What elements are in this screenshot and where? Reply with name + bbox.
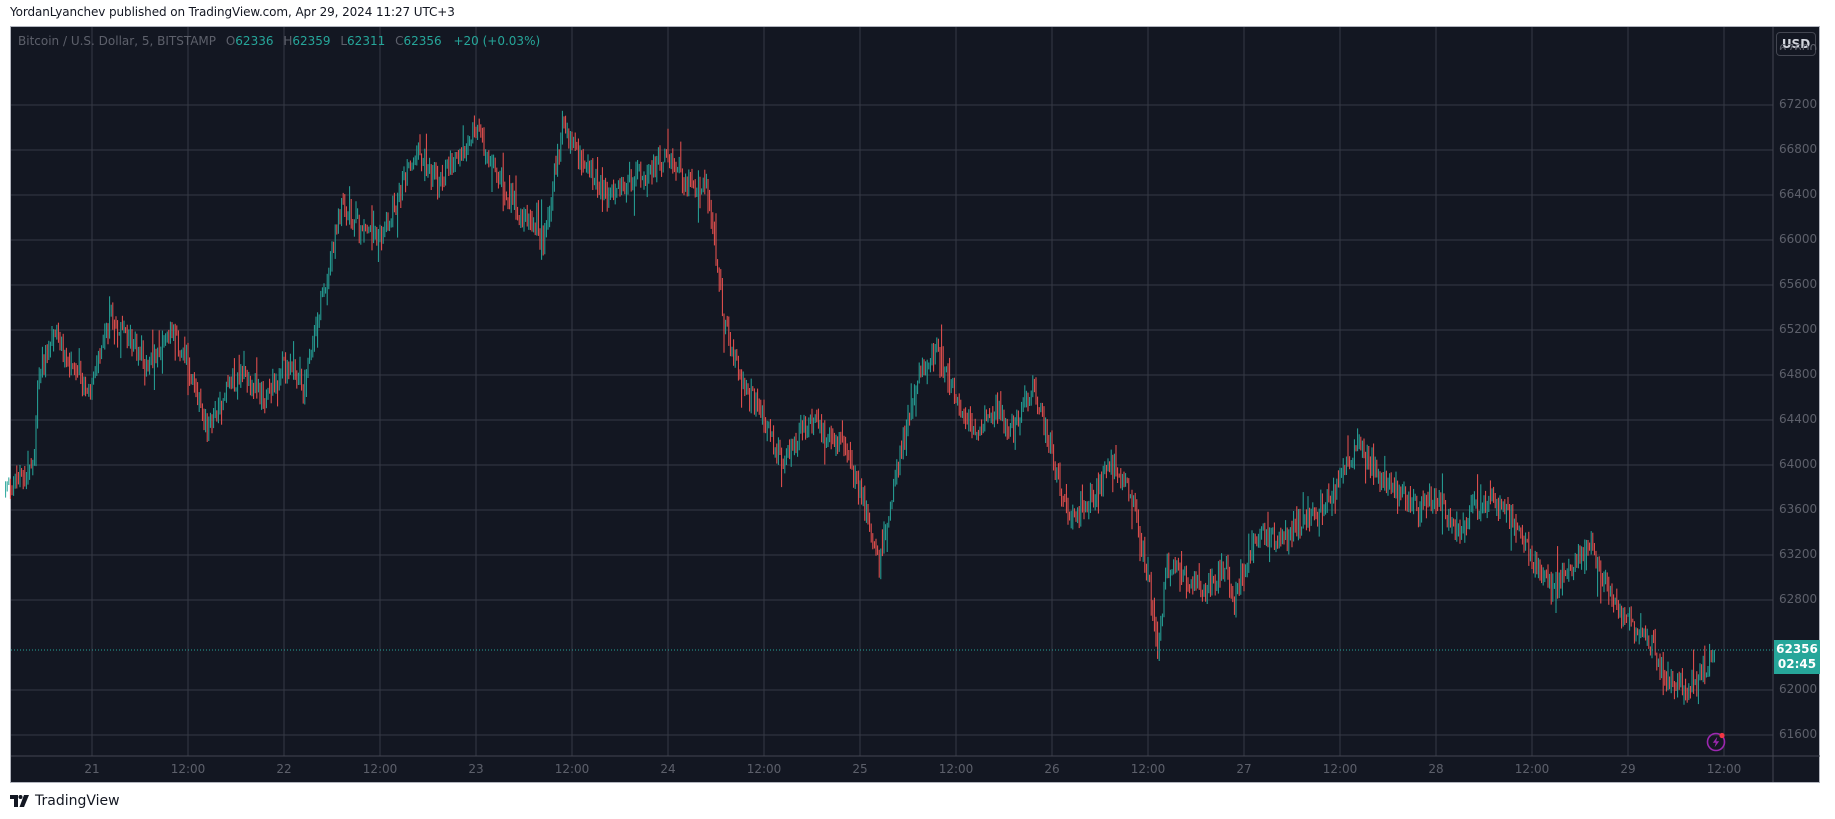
price-tick-label: 63200: [1779, 547, 1818, 561]
high-label: H: [283, 34, 293, 48]
time-tick-label: 29: [1620, 762, 1636, 776]
publish-info: YordanLyanchev published on TradingView.…: [10, 5, 455, 19]
open-value: 62336: [235, 34, 274, 48]
low-value: 62311: [347, 34, 386, 48]
time-tick-label: 12:00: [554, 762, 590, 776]
time-tick-label: 22: [276, 762, 292, 776]
price-tick-label: 63600: [1779, 502, 1818, 516]
time-tick-label: 12:00: [1706, 762, 1742, 776]
lightning-alert-icon[interactable]: [1705, 731, 1727, 753]
price-tick-label: 64000: [1779, 457, 1818, 471]
close-value: 62356: [403, 34, 442, 48]
change-value: +20 (+0.03%): [453, 34, 541, 48]
tradingview-logo-icon: [10, 795, 29, 807]
price-tick-label: 61600: [1779, 727, 1818, 741]
time-tick-label: 24: [660, 762, 676, 776]
time-tick-label: 12:00: [1514, 762, 1550, 776]
tradingview-brand[interactable]: TradingView: [35, 793, 120, 809]
chart-pane[interactable]: [10, 26, 1820, 783]
time-tick-label: 23: [468, 762, 484, 776]
close-label: C: [395, 34, 404, 48]
price-tick-label: 66400: [1779, 187, 1818, 201]
time-tick-label: 12:00: [1130, 762, 1166, 776]
symbol-title[interactable]: Bitcoin / U.S. Dollar, 5, BITSTAMP: [18, 34, 217, 48]
time-tick-label: 25: [852, 762, 868, 776]
price-tick-label: 66000: [1779, 232, 1818, 246]
last-price-value: 62356: [1776, 642, 1818, 656]
price-tick-label: 62800: [1779, 592, 1818, 606]
open-label: O: [225, 34, 236, 48]
time-tick-label: 12:00: [170, 762, 206, 776]
price-tick-label: 66800: [1779, 142, 1818, 156]
time-tick-label: 12:00: [362, 762, 398, 776]
time-tick-label: 27: [1236, 762, 1252, 776]
price-tick-label: 62000: [1779, 682, 1818, 696]
time-tick-label: 26: [1044, 762, 1060, 776]
time-tick-label: 28: [1428, 762, 1444, 776]
candles: [5, 110, 1715, 705]
footer-brand: TradingView: [10, 793, 120, 809]
price-tick-label: 65600: [1779, 277, 1818, 291]
bar-countdown: 02:45: [1777, 657, 1817, 671]
time-tick-label: 12:00: [1322, 762, 1358, 776]
currency-button[interactable]: USD: [1776, 32, 1816, 56]
time-tick-label: 21: [84, 762, 100, 776]
price-tick-label: 65200: [1779, 322, 1818, 336]
time-tick-label: 12:00: [746, 762, 782, 776]
price-tick-label: 64400: [1779, 412, 1818, 426]
time-tick-label: 12:00: [938, 762, 974, 776]
high-value: 62359: [292, 34, 331, 48]
symbol-legend: Bitcoin / U.S. Dollar, 5, BITSTAMP O6233…: [18, 34, 540, 48]
price-tick-label: 67200: [1779, 97, 1818, 111]
last-price-label: 62356 02:45: [1774, 640, 1820, 674]
price-tick-label-partial: 67600: [1779, 42, 1818, 50]
price-tick-label: 64800: [1779, 367, 1818, 381]
low-label: L: [340, 34, 348, 48]
